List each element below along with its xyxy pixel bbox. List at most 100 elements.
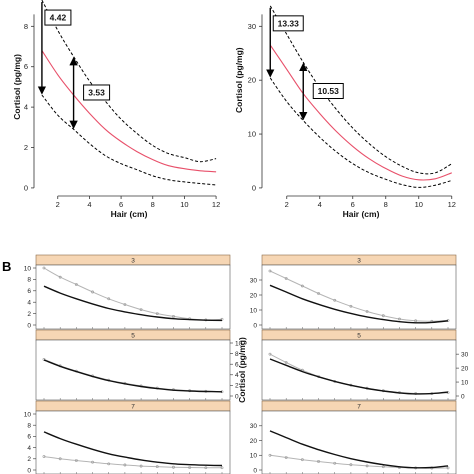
y-tick-label: 8 (27, 277, 31, 284)
facet-c2-r3: 7 0 10 20 30 (250, 400, 457, 474)
range-label-box (83, 84, 111, 101)
y-tick-label: 0 (27, 322, 31, 329)
facet-plot-area (261, 339, 457, 401)
x-tick-label: 12 (212, 200, 220, 209)
y-tick-label: 4 (24, 103, 28, 112)
individual-point (349, 463, 353, 467)
individual-point (91, 460, 94, 464)
mean-line (43, 285, 223, 322)
lower-ci-line (269, 77, 452, 188)
x-tick-label: 8 (151, 200, 155, 209)
y-tick-label: 30 (461, 351, 469, 358)
x-tick-label: 2 (56, 200, 60, 209)
y-tick-label: 8 (24, 22, 28, 31)
facet-strip-label: 5 (357, 333, 361, 340)
facet-plot-area (35, 264, 231, 330)
individual-point (381, 465, 385, 469)
y-tick-label: 10 (248, 130, 256, 139)
x-tick-label: 6 (351, 200, 355, 209)
individual-point (91, 290, 94, 294)
y-tick-label: 6 (235, 362, 239, 369)
facet-strip-label: 3 (357, 258, 361, 265)
facet-strip-label: 7 (357, 404, 361, 411)
x-tick-label: 4 (87, 200, 91, 209)
chart-a1: 0 2 4 6 8 2 4 6 8 10 12 Hair (cm) Cortisol (pg/mg) 4.… (12, 0, 220, 219)
y-tick-label: 10 (235, 340, 243, 347)
x-tick-label: 8 (384, 200, 388, 209)
individual-point (284, 277, 288, 280)
x-axis-title: Hair (cm) (343, 209, 380, 219)
panel-a: 0 2 4 6 8 2 4 6 8 10 12 Hair (cm) Cortisol (pg/mg) 4.… (12, 0, 456, 219)
fit-line (41, 50, 217, 173)
y-axis-title: Cortisol (pg/mg) (12, 54, 22, 120)
y-tick-label: 0 (235, 393, 239, 400)
upper-ci-line (41, 0, 217, 163)
individual-point (365, 310, 369, 313)
y-tick-label: 4 (235, 372, 239, 379)
y-tick-label: 8 (27, 423, 31, 430)
facet-strip-label: 5 (131, 333, 135, 340)
panel-b: B 30246810502468107024681030102030501020… (2, 254, 469, 474)
facet-c1-r1: 3 0 2 4 6 8 10 (24, 254, 231, 330)
individual-point (139, 464, 143, 468)
y-tick-label: 2 (27, 456, 31, 463)
y-axis-title: Cortisol (pg/mg) (234, 47, 244, 113)
range-label-box (44, 9, 72, 26)
x-tick-label: 10 (180, 200, 188, 209)
y-tick-label: 10 (24, 265, 32, 272)
individual-point (188, 466, 192, 469)
lower-ci-line (41, 94, 217, 186)
individual-point (284, 456, 288, 459)
y-tick-label: 20 (250, 438, 258, 445)
individual-point (349, 304, 353, 308)
y-tick-label: 0 (24, 183, 28, 192)
individual-point (300, 458, 304, 462)
y-tick-label: 4 (27, 445, 31, 452)
individual-point (58, 457, 62, 461)
facet-plot-area (35, 339, 231, 401)
individual-point (317, 292, 320, 295)
x-tick-label: 4 (318, 200, 322, 209)
y-tick-label: 4 (27, 300, 31, 307)
range-label-box (272, 15, 304, 32)
x-tick-label: 2 (285, 200, 289, 209)
range-label: 13.33 (278, 18, 300, 28)
individual-point (365, 464, 369, 468)
individual-point (317, 460, 320, 463)
range-label-box (312, 82, 344, 99)
individual-point (446, 466, 450, 470)
panel-b-y-axis-title: Cortisol (pg/mg) (237, 337, 247, 403)
x-tick-label: 6 (119, 200, 123, 209)
range-label: 10.53 (318, 86, 340, 96)
panel-b-letter: B (2, 259, 11, 274)
y-tick-label: 2 (24, 143, 28, 152)
y-tick-label: 0 (253, 467, 257, 474)
facet-c1-r3: 7 0 2 4 6 8 10 (24, 400, 231, 474)
individual-point (268, 352, 272, 356)
y-tick-label: 10 (461, 379, 469, 386)
individual-point (58, 275, 62, 279)
mean-line (43, 359, 223, 393)
y-tick-label: 20 (461, 365, 469, 372)
mean-line (43, 431, 223, 467)
individual-point (220, 466, 224, 470)
facet-c1-r2: 5 0 2 4 6 8 10 (35, 329, 243, 401)
y-tick-label: 10 (250, 453, 258, 460)
y-tick-label: 8 (235, 351, 239, 358)
upper-ci-line (269, 5, 453, 175)
x-tick-label: 10 (415, 200, 423, 209)
facet-c2-r2: 5 0 10 20 30 (261, 329, 469, 401)
y-tick-label: 2 (27, 311, 31, 318)
y-tick-label: 20 (250, 292, 258, 299)
y-tick-label: 30 (248, 22, 256, 31)
individual-point (268, 269, 272, 273)
individual-point (74, 459, 78, 462)
individual-point (398, 317, 401, 321)
facet-strip-label: 7 (131, 404, 135, 411)
individual-point (139, 308, 143, 312)
mean-line (269, 358, 449, 395)
individual-point (333, 298, 337, 302)
individual-point (155, 312, 159, 316)
